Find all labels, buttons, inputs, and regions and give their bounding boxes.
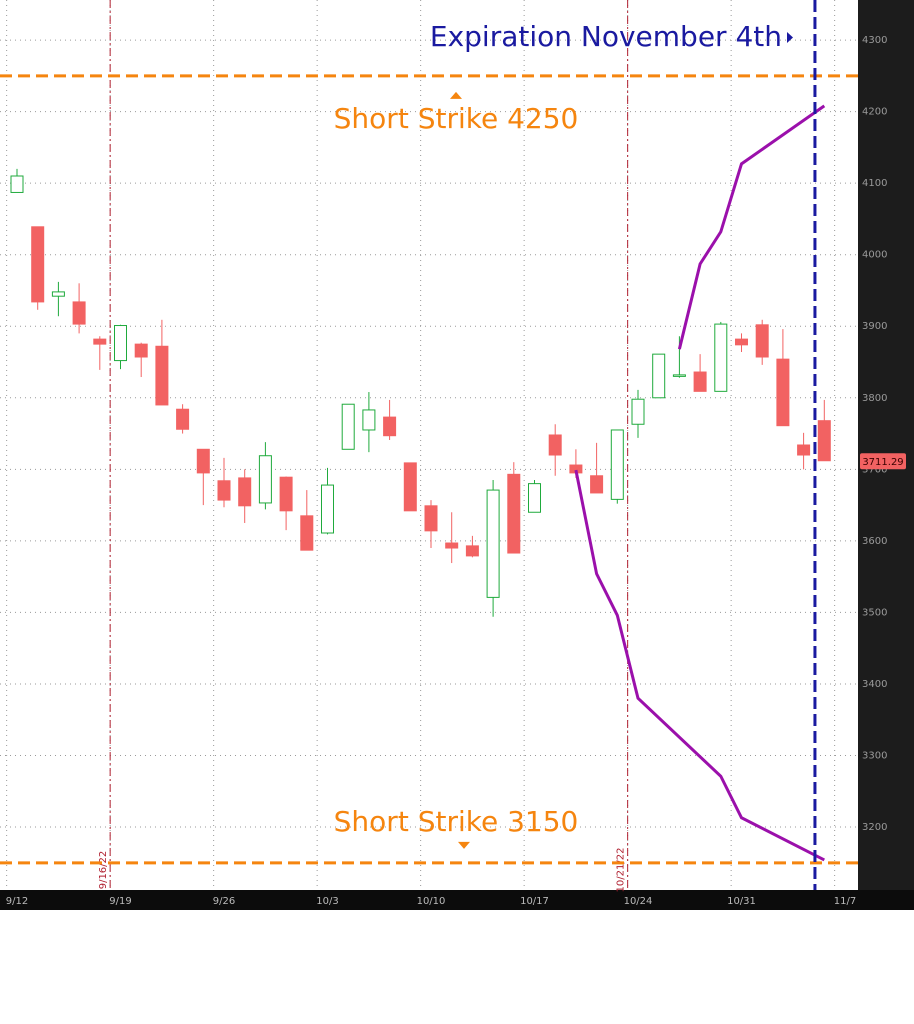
candle-body xyxy=(735,338,748,346)
x-tick-label: 11/7 xyxy=(834,896,856,907)
candle-body xyxy=(631,398,645,425)
candle-body xyxy=(217,480,231,501)
candle-body xyxy=(51,291,65,297)
candle-body xyxy=(590,475,604,494)
candle-body xyxy=(424,505,438,532)
projection-line xyxy=(677,104,826,350)
y-tick-label: 4300 xyxy=(862,35,887,46)
candle-body xyxy=(383,416,397,437)
expiration-label: Expiration November 4th xyxy=(430,20,782,53)
candle-body xyxy=(114,325,127,362)
y-tick-label: 4200 xyxy=(862,107,887,118)
strike-marker xyxy=(458,841,470,849)
candle-body xyxy=(176,408,190,430)
candle-body xyxy=(10,175,24,193)
expiration-marker xyxy=(787,32,793,43)
candle-body xyxy=(486,489,500,598)
candle-body xyxy=(610,429,624,500)
strike-label: Short Strike 3150 xyxy=(334,805,579,838)
candle-body xyxy=(134,343,148,358)
projection-line xyxy=(574,469,825,862)
event-label: 9/16/22 xyxy=(98,851,109,890)
x-tick-label: 10/31 xyxy=(727,896,756,907)
candle-body xyxy=(403,462,417,512)
y-tick-label: 4000 xyxy=(862,250,887,261)
y-tick-label: 3800 xyxy=(862,393,887,404)
candle-body xyxy=(321,484,334,534)
candle-body xyxy=(362,409,376,431)
candle-body xyxy=(196,448,210,474)
x-tick-label: 10/24 xyxy=(624,896,653,907)
candle-body xyxy=(72,301,86,325)
y-tick-label: 3400 xyxy=(862,679,887,690)
candle-body xyxy=(93,338,107,345)
y-tick-label: 4100 xyxy=(862,178,887,189)
x-tick-label: 10/17 xyxy=(520,896,549,907)
x-tick-label: 10/3 xyxy=(316,896,338,907)
x-tick-label: 10/10 xyxy=(417,896,446,907)
candle-body xyxy=(528,483,541,513)
candle-body xyxy=(652,353,666,399)
candle-body xyxy=(31,226,45,303)
y-tick-label: 3900 xyxy=(862,321,887,332)
y-tick-label: 3300 xyxy=(862,750,887,761)
candle-body xyxy=(797,444,811,456)
strike-marker xyxy=(450,91,462,99)
candle-body xyxy=(258,455,272,504)
candle-body xyxy=(465,545,479,557)
candle-body xyxy=(507,473,521,554)
last-price-badge xyxy=(860,453,906,470)
candle-body xyxy=(300,515,314,551)
candle-body xyxy=(776,358,790,427)
y-tick-label: 3500 xyxy=(862,607,887,618)
candle-body xyxy=(817,420,831,462)
candle-body xyxy=(238,477,252,507)
candle-body xyxy=(445,542,459,549)
y-tick-label: 3600 xyxy=(862,536,887,547)
candle-body xyxy=(279,476,293,512)
candle-body xyxy=(548,434,562,456)
y-tick-label: 3200 xyxy=(862,822,887,833)
last-price-label: 3711.29 xyxy=(862,457,903,468)
candle-body xyxy=(672,374,686,377)
x-tick-label: 9/19 xyxy=(109,896,131,907)
candle-body xyxy=(693,371,707,392)
candle-body xyxy=(155,345,169,406)
strike-label: Short Strike 4250 xyxy=(334,102,579,135)
x-tick-label: 9/12 xyxy=(6,896,28,907)
event-label: 10/21/22 xyxy=(616,848,627,893)
candle-body xyxy=(714,323,728,392)
y-tick-label: 3700 xyxy=(862,464,887,475)
candle-body xyxy=(341,403,355,450)
x-axis-panel xyxy=(0,890,914,910)
x-tick-label: 9/26 xyxy=(213,896,235,907)
candle-body xyxy=(755,324,769,358)
